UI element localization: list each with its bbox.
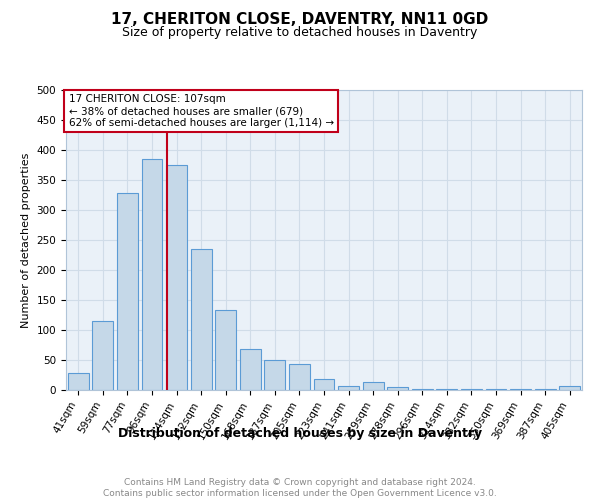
Text: 17 CHERITON CLOSE: 107sqm
← 38% of detached houses are smaller (679)
62% of semi: 17 CHERITON CLOSE: 107sqm ← 38% of detac… bbox=[68, 94, 334, 128]
Bar bbox=[265, 360, 286, 390]
Bar bbox=[166, 165, 187, 390]
Bar bbox=[559, 386, 580, 390]
Bar bbox=[387, 387, 408, 390]
Bar bbox=[117, 193, 138, 390]
Bar bbox=[436, 389, 457, 390]
Text: Distribution of detached houses by size in Daventry: Distribution of detached houses by size … bbox=[118, 428, 482, 440]
Text: Contains HM Land Registry data © Crown copyright and database right 2024.
Contai: Contains HM Land Registry data © Crown c… bbox=[103, 478, 497, 498]
Bar bbox=[362, 382, 383, 390]
Text: Size of property relative to detached houses in Daventry: Size of property relative to detached ho… bbox=[122, 26, 478, 39]
Bar bbox=[289, 364, 310, 390]
Bar bbox=[314, 378, 334, 390]
Bar bbox=[215, 310, 236, 390]
Bar bbox=[142, 159, 163, 390]
Y-axis label: Number of detached properties: Number of detached properties bbox=[21, 152, 31, 328]
Bar bbox=[412, 389, 433, 390]
Text: 17, CHERITON CLOSE, DAVENTRY, NN11 0GD: 17, CHERITON CLOSE, DAVENTRY, NN11 0GD bbox=[112, 12, 488, 28]
Bar bbox=[68, 373, 89, 390]
Bar bbox=[338, 386, 359, 390]
Bar bbox=[92, 321, 113, 390]
Bar bbox=[191, 249, 212, 390]
Bar bbox=[240, 349, 261, 390]
